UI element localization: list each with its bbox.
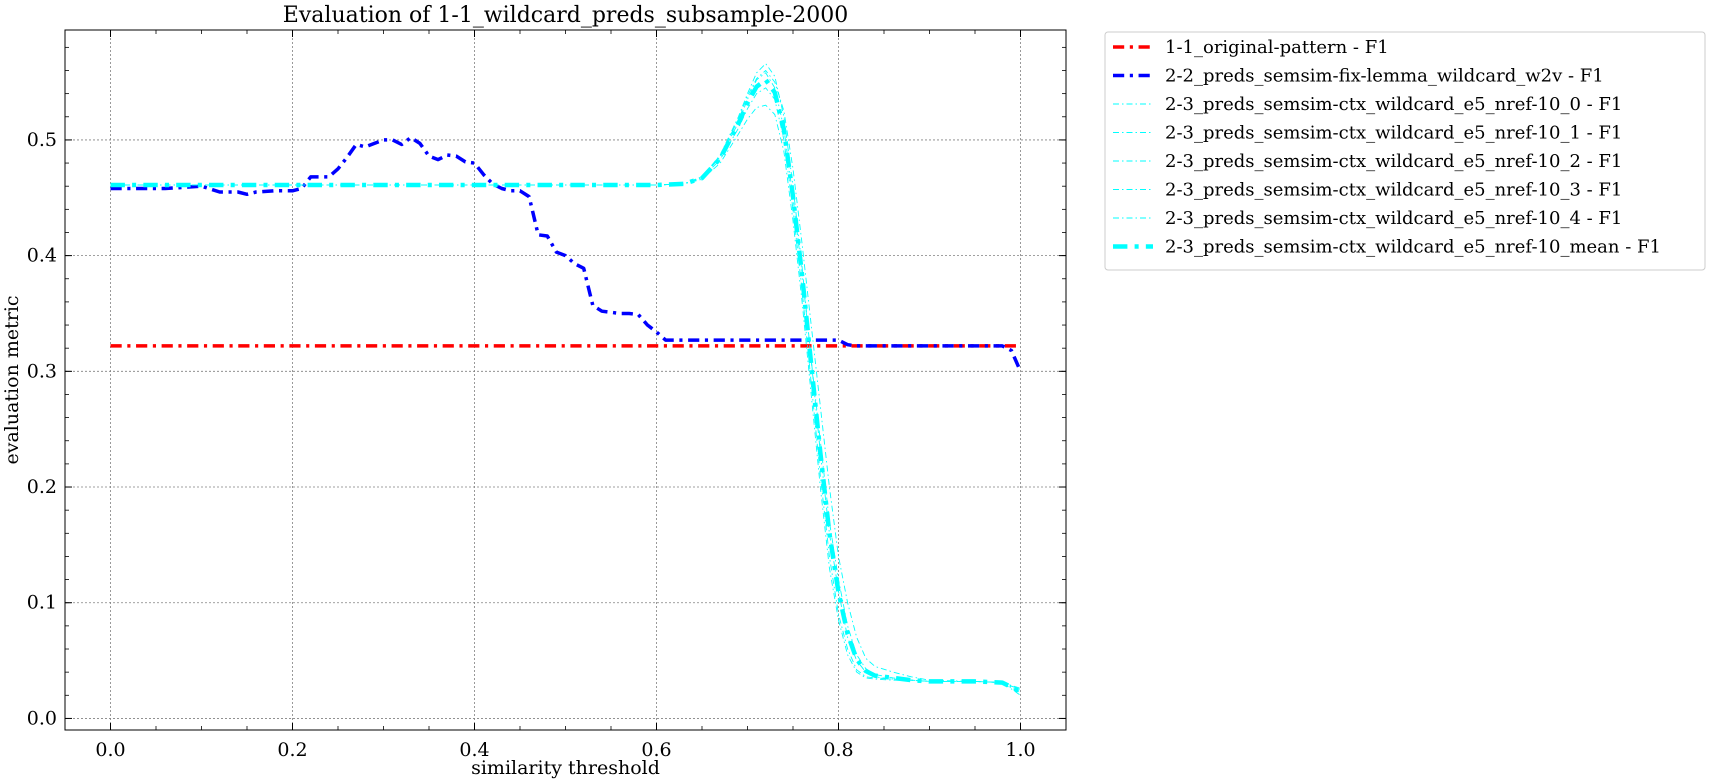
series-line-1	[110, 135, 1023, 373]
legend-box	[1104, 31, 1706, 271]
minor-ticks	[65, 30, 1066, 730]
x-tick-label: 1.0	[1005, 739, 1035, 761]
y-tick-label: 0.1	[27, 592, 57, 614]
y-tick-label: 0.2	[27, 476, 57, 498]
x-tick-label: 0.8	[823, 739, 853, 761]
x-tick-label: 0.0	[95, 739, 125, 761]
grid	[65, 30, 1066, 730]
series-line-3	[110, 63, 1021, 696]
y-tick-label: 0.5	[27, 129, 57, 151]
legend-entry-label: 2-3_preds_semsim-ctx_wildcard_e5_nref-10…	[1165, 94, 1622, 115]
legend-entry-label: 2-3_preds_semsim-ctx_wildcard_e5_nref-10…	[1165, 180, 1622, 201]
legend-entry-label: 2-3_preds_semsim-ctx_wildcard_e5_nref-10…	[1165, 208, 1622, 229]
y-tick-label: 0.0	[27, 707, 57, 729]
series-line-7	[110, 77, 1022, 694]
series-lines	[110, 63, 1023, 696]
x-axis-label: similarity threshold	[471, 757, 660, 779]
y-tick-label: 0.3	[27, 360, 57, 382]
x-tick-label: 0.6	[641, 739, 671, 761]
legend-entry-label: 2-3_preds_semsim-ctx_wildcard_e5_nref-10…	[1165, 237, 1661, 258]
legend-entry-label: 1-1_original-pattern - F1	[1165, 37, 1389, 58]
y-axis-label: evaluation metric	[1, 295, 23, 464]
series-line-4	[110, 104, 1021, 694]
axis-ticks: 0.0 0.2 0.4 0.6 0.8 1.0 0.0 0.1 0.2 0.3 0.4 0.5	[27, 30, 1066, 761]
legend-entry-label: 2-3_preds_semsim-ctx_wildcard_e5_nref-10…	[1165, 151, 1622, 172]
x-tick-label: 0.4	[459, 739, 489, 761]
legend: 1-1_original-pattern - F1 2-2_preds_semsi…	[1104, 31, 1706, 271]
chart-title: Evaluation of 1-1_wildcard_preds_subsamp…	[283, 3, 848, 28]
series-line-5	[110, 87, 1021, 693]
legend-entry-label: 2-3_preds_semsim-ctx_wildcard_e5_nref-10…	[1165, 123, 1622, 144]
series-line-2	[110, 72, 1021, 690]
series-line-6	[110, 70, 1021, 689]
legend-entry-label: 2-2_preds_semsim-fix-lemma_wildcard_w2v …	[1165, 66, 1604, 87]
plot-frame	[64, 29, 1067, 731]
y-tick-label: 0.4	[27, 245, 57, 267]
x-tick-label: 0.2	[277, 739, 307, 761]
